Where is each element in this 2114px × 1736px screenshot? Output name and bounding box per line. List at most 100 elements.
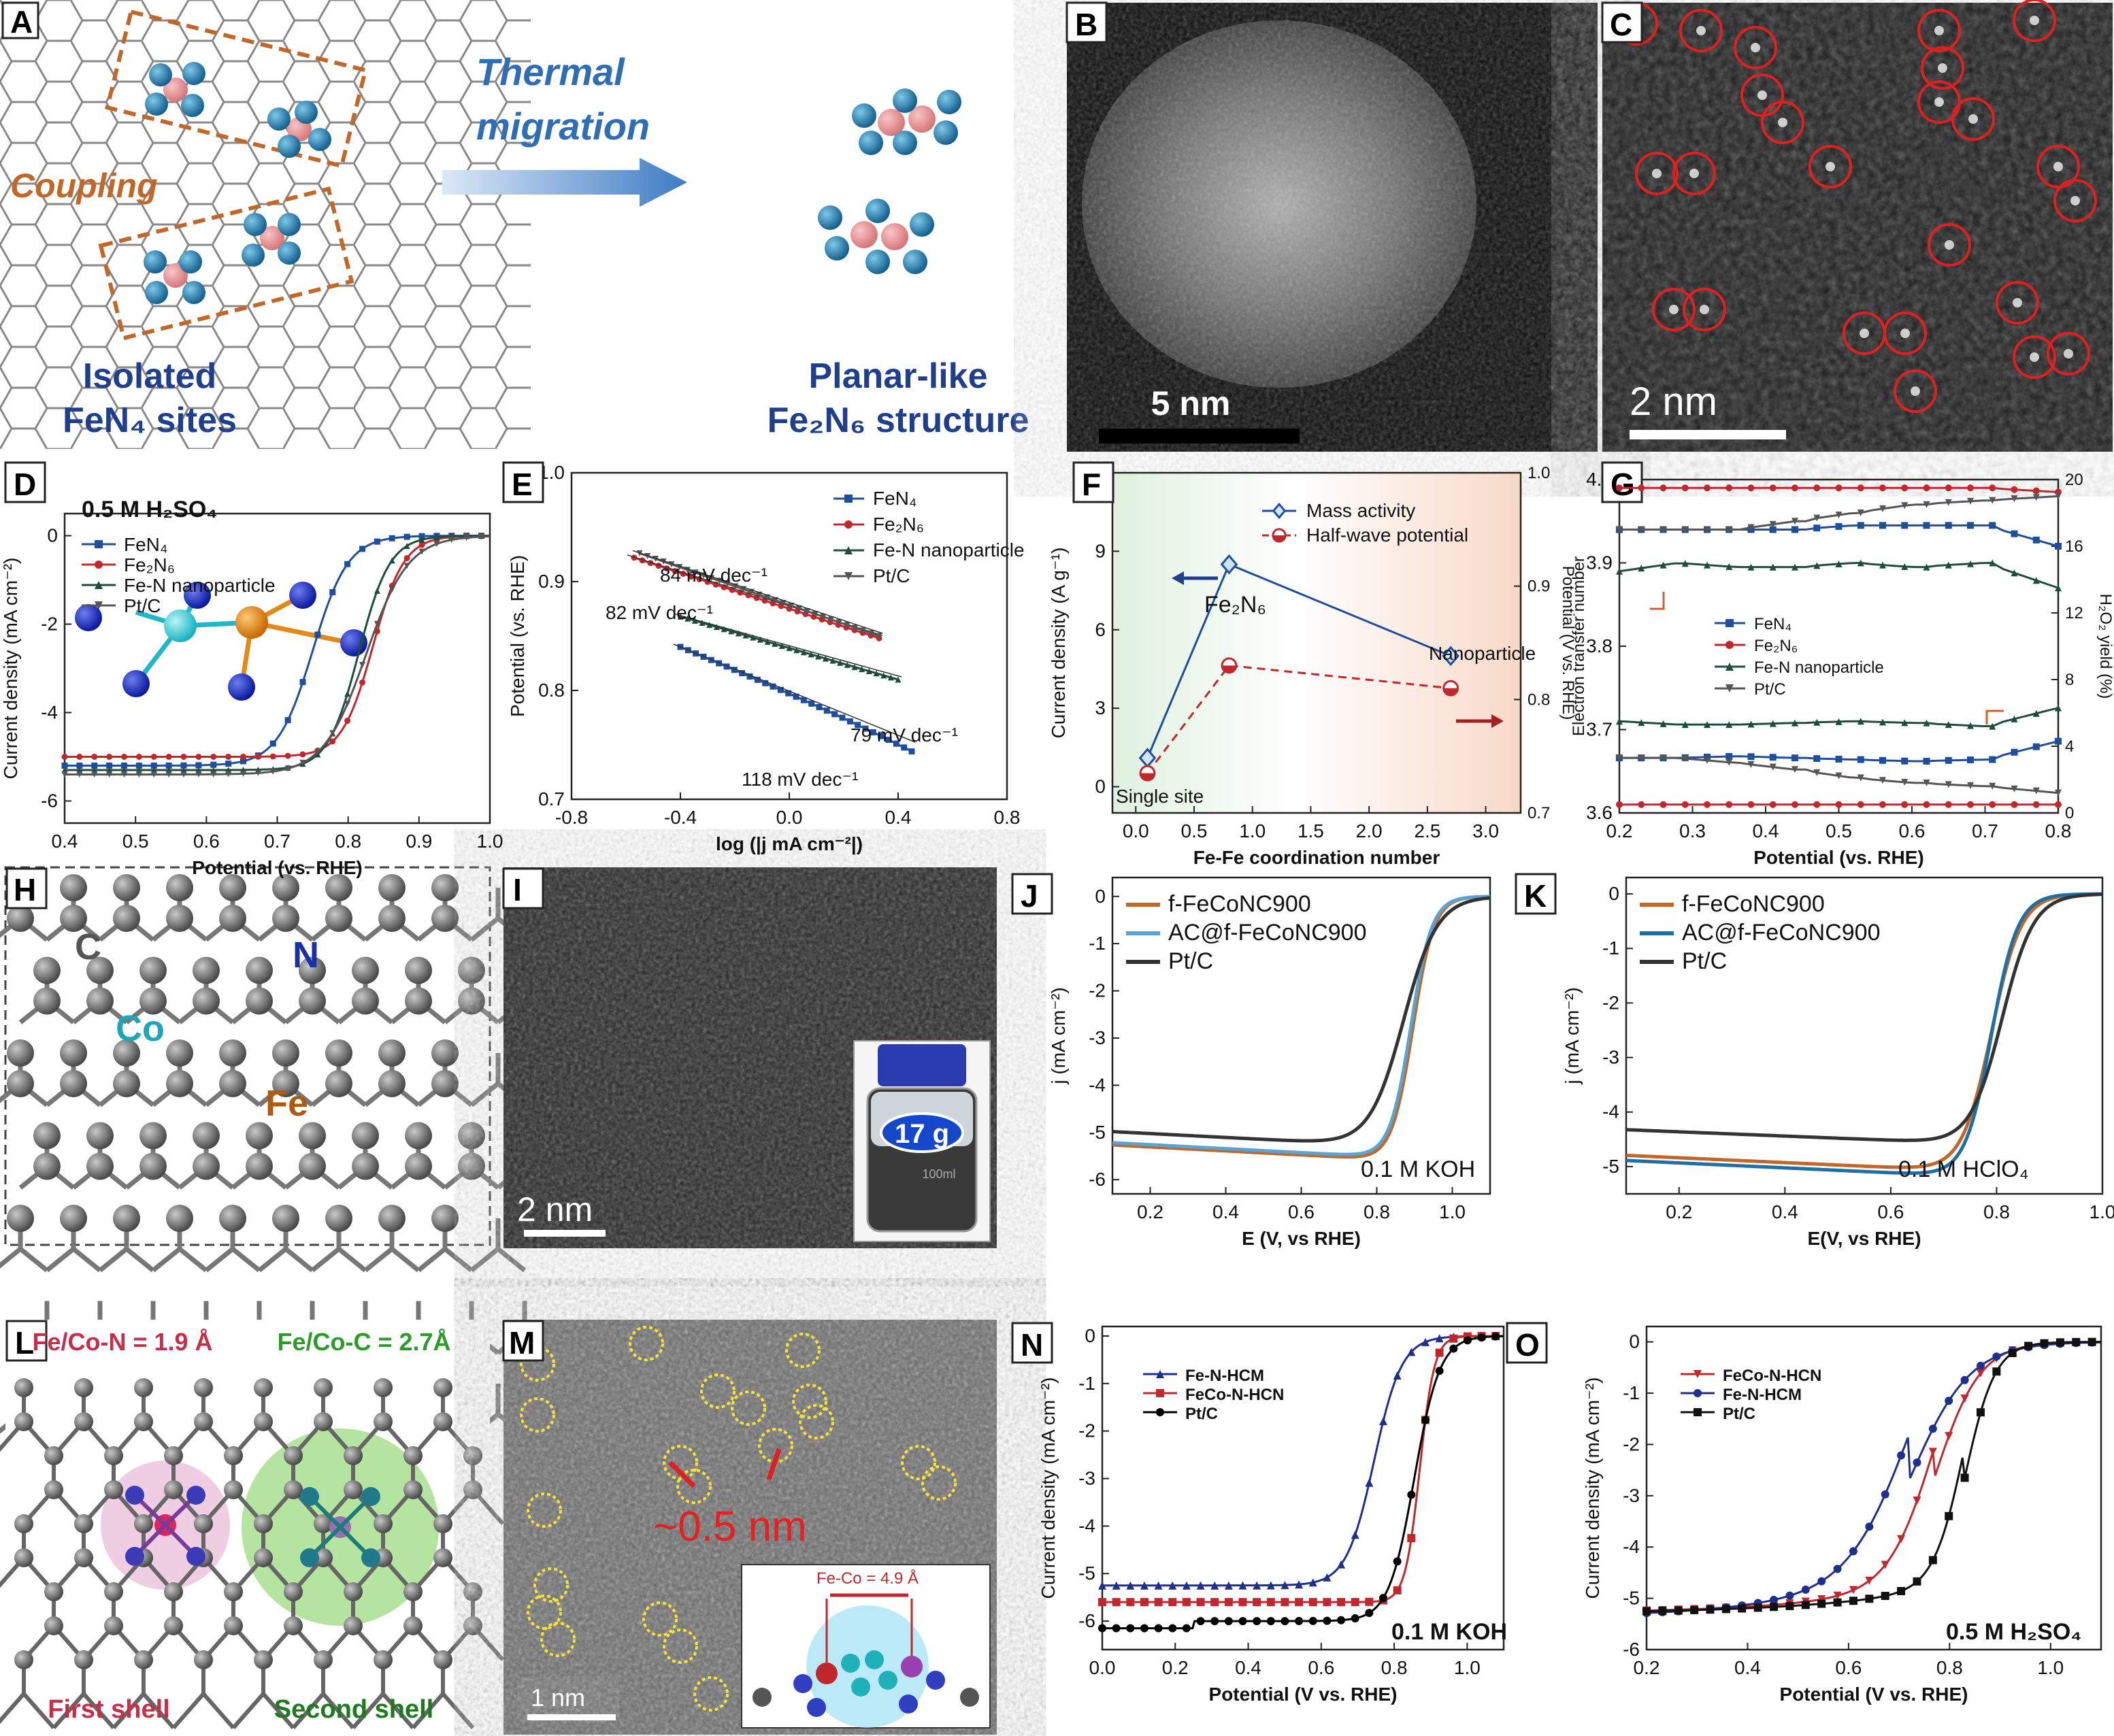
marker-triangle: [1989, 722, 1996, 730]
marker-circle: [1463, 1336, 1472, 1345]
x-tick-label: 2.0: [1356, 820, 1383, 841]
marker-square: [1901, 757, 1909, 765]
marker-triangle-down: [1945, 499, 1952, 506]
x-tick-label: 0.8: [1936, 1657, 1963, 1678]
atom-dot: [1900, 329, 1910, 338]
marker-square: [777, 686, 784, 693]
series-line: [1625, 892, 2103, 1169]
chart-k: 0.2 0.4 0.6 0.8 1.0 -5 -4 -3 -2 -1 0 E(V, vs RHE) j …: [1515, 873, 2114, 1249]
marker-square: [1989, 522, 1996, 529]
marker-triangle: [2032, 710, 2040, 717]
fit-line: [632, 550, 883, 634]
marker-triangle-down: [433, 541, 440, 548]
marker-circle: [1835, 801, 1843, 808]
carbon-atom: [164, 1582, 183, 1601]
marker-circle: [1154, 1624, 1163, 1633]
x-tick-label: 1.0: [477, 831, 503, 852]
x-tick-label: 0.0: [1089, 1657, 1116, 1678]
marker-triangle: [1901, 719, 1909, 727]
marker-square: [1857, 756, 1864, 763]
marker-half-circle: [1272, 528, 1287, 543]
marker-circle: [1238, 1617, 1247, 1626]
marker-square: [1967, 522, 1974, 529]
carbon-atom: [405, 1122, 432, 1150]
carbon-atom: [405, 1152, 432, 1180]
marker-square: [908, 748, 915, 755]
marker-circle: [1857, 801, 1864, 808]
carbon-atom: [166, 1039, 193, 1067]
marker-circle: [1747, 484, 1755, 492]
x-tick-label: 0.2: [1162, 1657, 1189, 1678]
marker-triangle: [1238, 1581, 1247, 1590]
marker-circle: [1833, 1565, 1842, 1573]
arrow-text-1: Thermal: [476, 50, 625, 93]
marker-triangle: [1295, 1580, 1304, 1589]
marker-triangle: [1901, 563, 1909, 570]
marker-triangle-down: [1967, 782, 1974, 789]
legend-label: Fe₂N₆: [124, 554, 175, 575]
panel-letter: J: [1021, 878, 1038, 914]
y-tick-label: -4: [1602, 1101, 1619, 1122]
marker-half-circle: [1221, 657, 1238, 674]
electrolyte-annotation: 0.5 M H₂SO₄: [82, 497, 217, 522]
atom-dot: [1945, 240, 1954, 250]
marker-square: [121, 762, 127, 769]
chart-f: 0.00.51.01.52.02.53.00369120.70.80.91.0P…: [1048, 461, 1577, 868]
marker-circle: [1747, 801, 1755, 808]
marker-square: [418, 533, 425, 539]
carbon-atom: [352, 987, 379, 1015]
carbon-atom: [246, 1122, 273, 1150]
panel-letter-box-l: [5, 1320, 48, 1362]
half-circle-fill: [1443, 688, 1458, 696]
marker-square: [1308, 1598, 1317, 1607]
marker-triangle: [1791, 563, 1798, 571]
carbon-atom: [463, 1616, 482, 1635]
marker-triangle: [721, 626, 727, 633]
carbon-atom: [314, 1650, 333, 1669]
marker-circle: [1704, 801, 1711, 808]
carbon-atom: [403, 1480, 423, 1499]
marker-circle: [1770, 1595, 1779, 1604]
panel-c: C 2 nm: [1601, 0, 2113, 452]
panel-letter-h: H: [14, 872, 36, 907]
marker-triangle: [822, 655, 829, 662]
marker-circle: [1923, 484, 1930, 492]
panel-letter-box: [1506, 1322, 1548, 1364]
marker-square: [1674, 1606, 1683, 1615]
x-tick-label: 2.5: [1414, 820, 1440, 841]
panel-letter-box-i: [502, 867, 544, 909]
marker-square: [329, 589, 336, 596]
marker-square: [1769, 526, 1777, 533]
marker-triangle-down: [788, 602, 795, 609]
carbon-atom: [139, 956, 167, 984]
cc-bond: [390, 1247, 420, 1273]
panel-letter-box: [1601, 461, 1643, 503]
marker-square: [165, 762, 172, 769]
marker-square: [95, 540, 103, 548]
marker-square: [344, 561, 351, 567]
carbon-atom: [219, 874, 246, 901]
atom-circle: [533, 1567, 569, 1603]
series-line: [1625, 892, 2103, 1142]
plot-frame: [1645, 1325, 2102, 1651]
marker-triangle: [1835, 561, 1843, 568]
marker-triangle: [699, 619, 706, 626]
x-tick-label: 0.5: [1181, 820, 1208, 841]
marker-circle: [1337, 1616, 1346, 1624]
panel-letter-box-h: [5, 867, 48, 909]
atom-dot: [1968, 114, 1978, 124]
marker-triangle-down: [1923, 501, 1930, 508]
marker-triangle: [1769, 720, 1777, 727]
y-tick-label: -4: [1623, 1536, 1640, 1557]
panel-letter-box: [1072, 461, 1114, 503]
marker-triangle: [1140, 1581, 1149, 1590]
carbon-atom: [254, 1650, 273, 1669]
marker-triangle: [1791, 719, 1798, 727]
lattice-texture-b: [1067, 3, 1598, 452]
marker-square: [2032, 536, 2040, 544]
marker-triangle: [1857, 559, 1864, 567]
marker-square: [2055, 1338, 2064, 1347]
cc-bond: [337, 1247, 367, 1273]
atom-circle: [1951, 97, 1995, 141]
marker-triangle-down: [95, 601, 103, 610]
